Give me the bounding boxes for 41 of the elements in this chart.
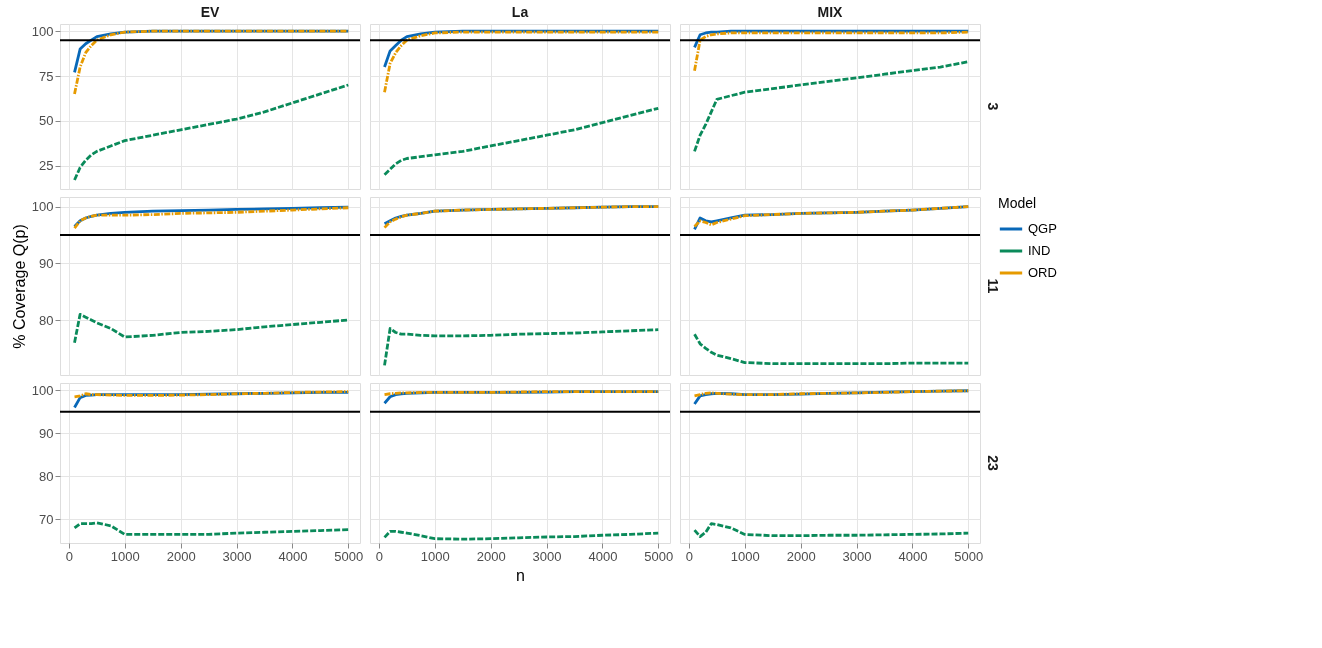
x-tick-label: 0	[65, 548, 74, 564]
x-tick-label: 2000	[166, 548, 196, 564]
x-tick-label: 3000	[222, 548, 252, 564]
x-tick-label: 0	[685, 548, 694, 564]
y-tick-label: 25	[39, 158, 54, 174]
x-tick-label: 1000	[420, 548, 450, 564]
x-tick-label: 5000	[334, 548, 364, 564]
x-tick-label: 3000	[532, 548, 562, 564]
y-tick-label: 80	[39, 312, 54, 328]
x-tick-label: 2000	[786, 548, 816, 564]
chart-title: MIX	[817, 4, 844, 20]
x-tick-label: 4000	[588, 548, 618, 564]
y-tick-label: 100	[31, 382, 54, 398]
y-tick-label: 90	[39, 255, 54, 271]
chart-title: EV	[200, 4, 220, 20]
y-tick-label: 50	[39, 113, 54, 129]
x-tick-label: 5000	[644, 548, 674, 564]
x-tick-label: 3000	[842, 548, 872, 564]
y-tick-label: 100	[31, 23, 54, 39]
x-tick-label: 2000	[476, 548, 506, 564]
y-tick-label: 70	[39, 511, 54, 527]
x-tick-label: 1000	[110, 548, 140, 564]
x-tick-label: 1000	[730, 548, 760, 564]
x-tick-label: 5000	[954, 548, 984, 564]
y-tick-label: 80	[39, 468, 54, 484]
y-tick-label: 90	[39, 425, 54, 441]
y2-axis-title: 11	[985, 278, 1001, 294]
chart-title: La	[511, 4, 529, 20]
y-axis-title: % Coverage Q(p)	[10, 224, 28, 349]
legend-label: QGP	[1028, 221, 1057, 236]
y-tick-label: 100	[31, 199, 54, 215]
y-tick-label: 75	[39, 68, 54, 84]
legend-title: Model	[998, 195, 1037, 211]
legend-label: IND	[1028, 243, 1051, 258]
x-tick-label: 4000	[278, 548, 308, 564]
y2-axis-title: 3	[985, 102, 1001, 111]
x-tick-label: 4000	[898, 548, 928, 564]
y2-axis-title: 23	[985, 455, 1001, 471]
x-tick-label: 0	[375, 548, 384, 564]
legend-label: ORD	[1028, 265, 1057, 280]
x-axis-title: n	[516, 566, 525, 584]
